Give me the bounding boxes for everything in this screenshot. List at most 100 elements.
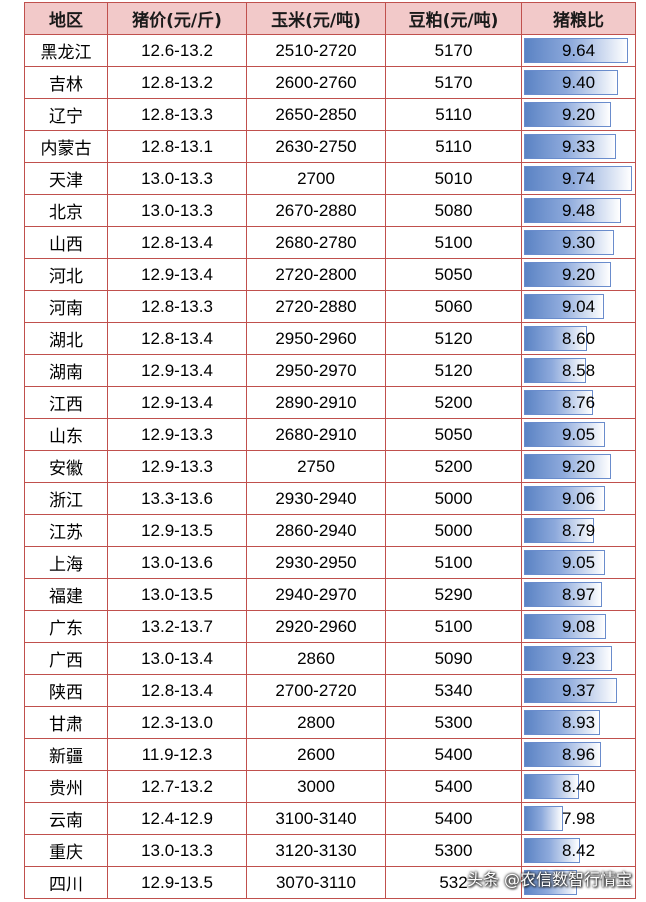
soymeal-price-cell: 5120 — [385, 354, 522, 387]
ratio-value: 8.96 — [561, 744, 596, 764]
ratio-cell: 8.40 — [521, 770, 636, 803]
ratio-cell: 8.79 — [521, 514, 636, 547]
corn-price-cell: 2860-2940 — [246, 514, 386, 547]
soymeal-price-cell: 5110 — [385, 98, 522, 131]
ratio-cell: 8.76 — [521, 386, 636, 419]
table-row: 北京 13.0-13.3 2670-2880 5080 9.48 — [24, 194, 636, 227]
soymeal-price-cell: 5400 — [385, 802, 522, 835]
pig-price-cell: 13.0-13.4 — [107, 642, 247, 675]
ratio-cell: 8.58 — [521, 354, 636, 387]
ratio-value: 9.33 — [561, 136, 596, 156]
table-row: 天津 13.0-13.3 2700 5010 9.74 — [24, 162, 636, 195]
corn-price-cell: 2650-2850 — [246, 98, 386, 131]
pig-price-cell: 12.8-13.1 — [107, 130, 247, 163]
region-cell: 浙江 — [24, 482, 108, 515]
soymeal-price-cell: 5080 — [385, 194, 522, 227]
region-cell: 吉林 — [24, 66, 108, 99]
corn-price-cell: 2800 — [246, 706, 386, 739]
corn-price-cell: 2950-2960 — [246, 322, 386, 355]
ratio-value: 9.23 — [561, 648, 596, 668]
table-row: 甘肃 12.3-13.0 2800 5300 8.93 — [24, 706, 636, 739]
ratio-bar — [524, 646, 612, 671]
soymeal-price-cell: 532 — [385, 866, 522, 899]
table-row: 安徽 12.9-13.3 2750 5200 9.20 — [24, 450, 636, 483]
corn-price-cell: 2600 — [246, 738, 386, 771]
region-cell: 贵州 — [24, 770, 108, 803]
table-row: 上海 13.0-13.6 2930-2950 5100 9.05 — [24, 546, 636, 579]
corn-price-cell: 2700 — [246, 162, 386, 195]
pig-price-cell: 13.0-13.3 — [107, 834, 247, 867]
ratio-cell — [521, 866, 636, 899]
table-row: 吉林 12.8-13.2 2600-2760 5170 9.40 — [24, 66, 636, 99]
ratio-bar — [524, 582, 602, 607]
region-cell: 黑龙江 — [24, 34, 108, 67]
soymeal-price-cell: 5400 — [385, 770, 522, 803]
ratio-cell: 9.23 — [521, 642, 636, 675]
pig-price-cell: 12.9-13.3 — [107, 450, 247, 483]
ratio-bar — [524, 102, 611, 127]
table-header-row: 地区 猪价(元/斤) 玉米(元/吨) 豆粕(元/吨) 猪粮比 — [24, 2, 636, 35]
corn-price-cell: 3120-3130 — [246, 834, 386, 867]
pig-price-cell: 12.4-12.9 — [107, 802, 247, 835]
ratio-cell: 8.60 — [521, 322, 636, 355]
ratio-value: 8.60 — [561, 328, 596, 348]
corn-price-cell: 2510-2720 — [246, 34, 386, 67]
table-row: 山东 12.9-13.3 2680-2910 5050 9.05 — [24, 418, 636, 451]
pig-price-cell: 13.0-13.6 — [107, 546, 247, 579]
corn-price-cell: 2940-2970 — [246, 578, 386, 611]
corn-price-cell: 2600-2760 — [246, 66, 386, 99]
region-cell: 山东 — [24, 418, 108, 451]
region-cell: 河北 — [24, 258, 108, 291]
pig-price-cell: 12.7-13.2 — [107, 770, 247, 803]
ratio-value: 9.20 — [561, 264, 596, 284]
ratio-bar — [524, 614, 606, 639]
soymeal-price-cell: 5060 — [385, 290, 522, 323]
region-cell: 辽宁 — [24, 98, 108, 131]
ratio-value: 9.48 — [561, 200, 596, 220]
ratio-value: 9.05 — [561, 552, 596, 572]
pig-price-cell: 13.0-13.3 — [107, 162, 247, 195]
ratio-bar — [524, 230, 615, 255]
ratio-cell: 9.30 — [521, 226, 636, 259]
ratio-cell: 7.98 — [521, 802, 636, 835]
ratio-bar — [524, 838, 580, 863]
ratio-bar — [524, 742, 602, 767]
ratio-value: 7.98 — [561, 808, 596, 828]
region-cell: 山西 — [24, 226, 108, 259]
corn-price-cell: 2630-2750 — [246, 130, 386, 163]
soymeal-price-cell: 5050 — [385, 258, 522, 291]
region-cell: 江西 — [24, 386, 108, 419]
pig-price-cell: 11.9-12.3 — [107, 738, 247, 771]
table-row: 广西 13.0-13.4 2860 5090 9.23 — [24, 642, 636, 675]
watermark: 头条 @农信数智行情宝 — [466, 870, 632, 889]
ratio-bar — [524, 486, 606, 511]
header-soymeal: 豆粕(元/吨) — [385, 2, 522, 35]
pig-price-cell: 12.6-13.2 — [107, 34, 247, 67]
ratio-bar — [524, 166, 632, 191]
soymeal-price-cell: 5110 — [385, 130, 522, 163]
soymeal-price-cell: 5100 — [385, 610, 522, 643]
ratio-bar — [524, 870, 578, 895]
corn-price-cell: 3000 — [246, 770, 386, 803]
corn-price-cell: 2680-2780 — [246, 226, 386, 259]
table-row: 重庆 13.0-13.3 3120-3130 5300 8.42 — [24, 834, 636, 867]
ratio-value: 9.06 — [561, 488, 596, 508]
soymeal-price-cell: 5300 — [385, 834, 522, 867]
table-row: 湖北 12.8-13.4 2950-2960 5120 8.60 — [24, 322, 636, 355]
region-cell: 云南 — [24, 802, 108, 835]
ratio-bar — [524, 198, 622, 223]
ratio-bar — [524, 678, 618, 703]
pig-price-cell: 12.8-13.4 — [107, 322, 247, 355]
ratio-cell: 9.05 — [521, 546, 636, 579]
pig-price-cell: 12.9-13.5 — [107, 514, 247, 547]
ratio-cell: 9.74 — [521, 162, 636, 195]
region-cell: 广西 — [24, 642, 108, 675]
table-row: 江西 12.9-13.4 2890-2910 5200 8.76 — [24, 386, 636, 419]
ratio-cell: 8.97 — [521, 578, 636, 611]
ratio-bar — [524, 774, 580, 799]
pig-grain-ratio-table: 地区 猪价(元/斤) 玉米(元/吨) 豆粕(元/吨) 猪粮比 黑龙江 12.6-1… — [24, 2, 636, 899]
corn-price-cell: 3070-3110 — [246, 866, 386, 899]
corn-price-cell: 2720-2880 — [246, 290, 386, 323]
table-row: 陕西 12.8-13.4 2700-2720 5340 9.37 — [24, 674, 636, 707]
table-row: 贵州 12.7-13.2 3000 5400 8.40 — [24, 770, 636, 803]
